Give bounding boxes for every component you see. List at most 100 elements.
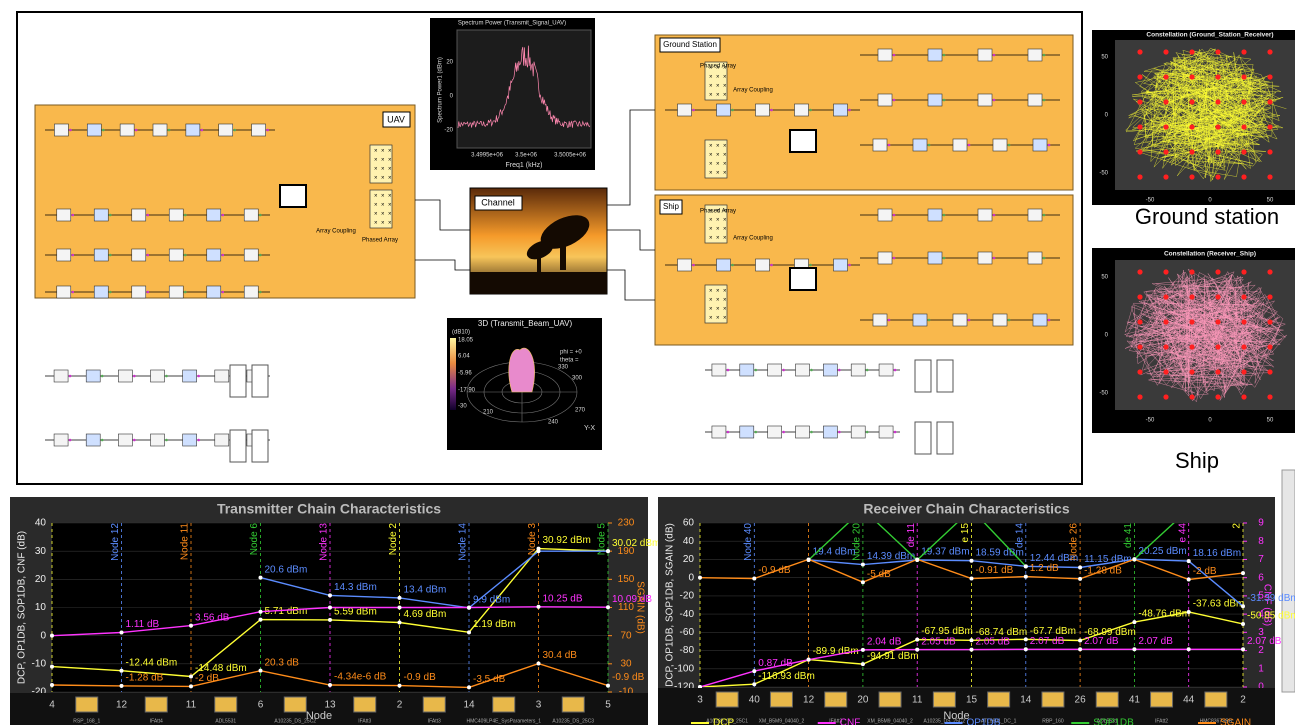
component <box>767 425 782 439</box>
constellation-symbol <box>1241 394 1247 400</box>
value-label: 14.39 dBm <box>867 551 915 562</box>
port <box>108 290 112 294</box>
component <box>152 123 168 137</box>
component <box>927 251 943 265</box>
constellation-symbol <box>1137 124 1143 130</box>
component-name: HMC409LP4E_SysParameters_1 <box>467 718 542 724</box>
constellation-symbol <box>1241 344 1247 350</box>
meter <box>936 421 954 455</box>
value-label: 2.05 dB <box>921 636 956 647</box>
x-tick-label: 12 <box>803 695 815 706</box>
value-label: 20.6 dBm <box>265 564 308 575</box>
component-name: IFAtt2 <box>1155 718 1168 724</box>
spectrum-x-tick: 3.4995e+06 <box>471 153 504 159</box>
beam-axis: Y-X <box>584 425 595 432</box>
series-point <box>1078 565 1083 570</box>
constellation-symbol <box>1137 99 1143 105</box>
constellation-symbol <box>1189 124 1195 130</box>
component <box>168 248 184 262</box>
component-name: XM_B5M9_04040_2 <box>759 718 805 724</box>
series-point <box>969 638 974 643</box>
component <box>251 123 266 137</box>
series-point <box>806 657 811 662</box>
series-point <box>1241 647 1245 652</box>
array-element: × <box>709 218 713 224</box>
component <box>767 363 782 377</box>
constellation-symbol <box>1189 99 1195 105</box>
value-label: 1.11 dB <box>126 619 160 630</box>
array-element: × <box>388 212 392 218</box>
y2-axis-label: CNF (dB) <box>1261 584 1272 626</box>
component <box>912 138 928 152</box>
y-tick-label: 40 <box>35 518 47 529</box>
y-tick-label: 0 <box>40 630 46 641</box>
constellation-x-tick: -50 <box>1146 198 1155 204</box>
component <box>53 369 69 383</box>
constellation-symbol <box>1137 74 1143 80</box>
x-tick-label: 5 <box>605 700 611 711</box>
meter <box>251 364 269 398</box>
meter <box>936 359 954 393</box>
plot-area <box>700 523 1243 687</box>
port <box>71 213 75 217</box>
series-point <box>189 623 193 628</box>
array-element: × <box>716 144 720 150</box>
y2-tick-label: 8 <box>1258 536 1264 547</box>
series-point <box>119 683 124 688</box>
constellation-symbol <box>1241 369 1247 375</box>
component <box>872 138 888 152</box>
component-icon <box>283 696 307 713</box>
constellation-symbol <box>1241 174 1247 180</box>
value-label: -0.9 dB <box>404 672 437 683</box>
phased-array <box>369 144 393 184</box>
component <box>86 123 102 137</box>
port <box>892 256 896 260</box>
array-element: × <box>716 218 720 224</box>
x-tick-label: 15 <box>966 695 978 706</box>
constellation-symbol <box>1163 49 1169 55</box>
component <box>206 208 222 222</box>
node-label: Node 26 <box>1069 523 1080 561</box>
x-tick-label: 3 <box>697 695 703 706</box>
array-element: × <box>381 158 385 164</box>
value-label: -89.9 dBm <box>813 646 859 657</box>
meter <box>229 429 247 463</box>
array-element: × <box>381 167 385 173</box>
port <box>770 263 773 267</box>
port <box>68 374 72 378</box>
beam-angle: 210 <box>483 410 494 416</box>
constellation-symbol <box>1241 124 1247 130</box>
component-name: A10235_DS_25C1 <box>706 718 748 724</box>
value-label: 13.4 dBm <box>404 585 447 596</box>
y2-tick-label: 5 <box>1258 591 1264 602</box>
series-point <box>258 575 263 580</box>
beam-scale-label: 6.04 <box>458 354 470 360</box>
transceiver <box>789 129 817 153</box>
y2-tick-label: 230 <box>618 518 635 529</box>
constellation-symbol <box>1163 74 1169 80</box>
array-element: × <box>716 307 720 313</box>
constellation-y-tick: -50 <box>1099 391 1108 397</box>
spectrum-y-label: Spectrum Power1 (dBm) <box>438 57 444 123</box>
component <box>877 48 893 62</box>
constellation-symbol <box>1137 294 1143 300</box>
component <box>977 93 993 107</box>
array-element: × <box>723 289 727 295</box>
port <box>782 430 785 434</box>
constellation-symbol <box>1215 149 1221 155</box>
series-point <box>1186 609 1191 614</box>
value-label: 3.56 dB <box>195 612 230 623</box>
series-point <box>328 605 332 610</box>
x-tick-label: 14 <box>463 700 475 711</box>
series-point <box>1241 571 1245 576</box>
y-tick-label: -100 <box>674 663 694 674</box>
series-point <box>1132 647 1137 652</box>
constellation-symbol <box>1163 99 1169 105</box>
component <box>214 369 230 383</box>
value-label: 9.9 dBm <box>473 594 510 605</box>
node-label: Node 40 <box>743 523 754 561</box>
port <box>200 128 204 132</box>
component-icon <box>561 696 585 713</box>
x-tick-label: 40 <box>749 695 761 706</box>
constellation-symbol <box>1267 319 1273 325</box>
